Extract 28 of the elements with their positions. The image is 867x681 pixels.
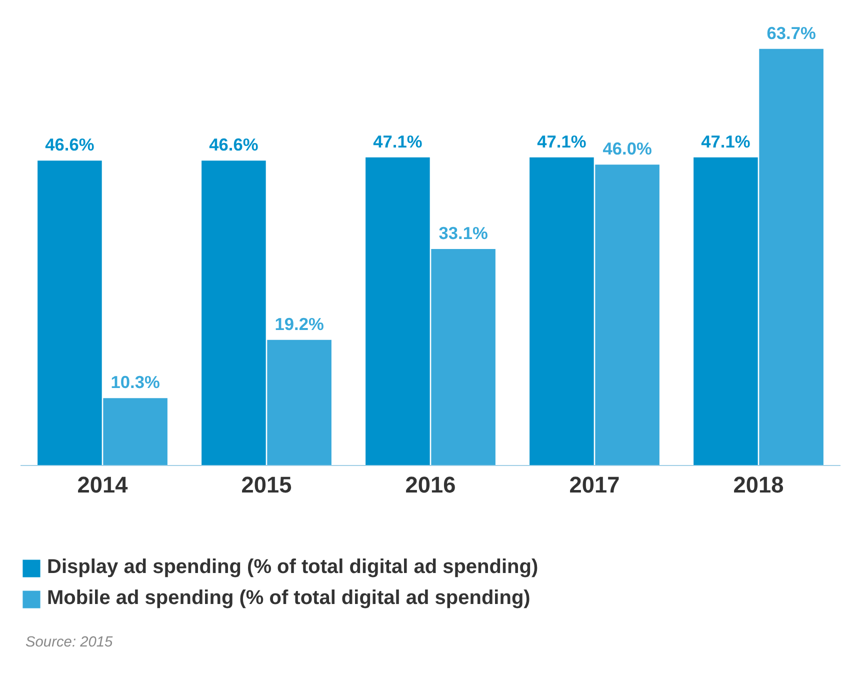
data-label: 46.6% xyxy=(45,134,94,155)
x-tick-label: 2014 xyxy=(77,472,128,498)
x-tick-label: 2016 xyxy=(405,472,456,498)
bar xyxy=(38,160,102,466)
bar xyxy=(595,164,660,466)
data-label: 33.1% xyxy=(438,222,488,243)
data-label: 46.6% xyxy=(209,134,258,155)
x-tick-label: 2017 xyxy=(569,472,620,498)
bar xyxy=(694,157,758,466)
data-label: 46.0% xyxy=(602,138,652,159)
bar xyxy=(759,48,824,466)
x-tick-label: 2018 xyxy=(733,472,784,498)
bar xyxy=(431,248,496,466)
bar xyxy=(530,157,594,466)
data-label: 47.1% xyxy=(537,131,586,152)
bar xyxy=(202,160,266,466)
legend-label: Mobile ad spending (% of total digital ad spending) xyxy=(47,587,530,610)
bar xyxy=(267,340,332,466)
data-label: 47.1% xyxy=(373,131,422,152)
legend-label: Display ad spending (% of total digital ad spending) xyxy=(47,556,538,579)
data-label: 19.2% xyxy=(274,314,324,334)
bar xyxy=(103,398,168,466)
data-label: 63.7% xyxy=(766,22,816,43)
x-tick-label: 2015 xyxy=(241,472,292,498)
data-label: 10.3% xyxy=(110,372,160,392)
bar xyxy=(366,157,430,466)
source-note: Source: 2015 xyxy=(26,634,114,650)
data-label: 47.1% xyxy=(701,131,750,152)
